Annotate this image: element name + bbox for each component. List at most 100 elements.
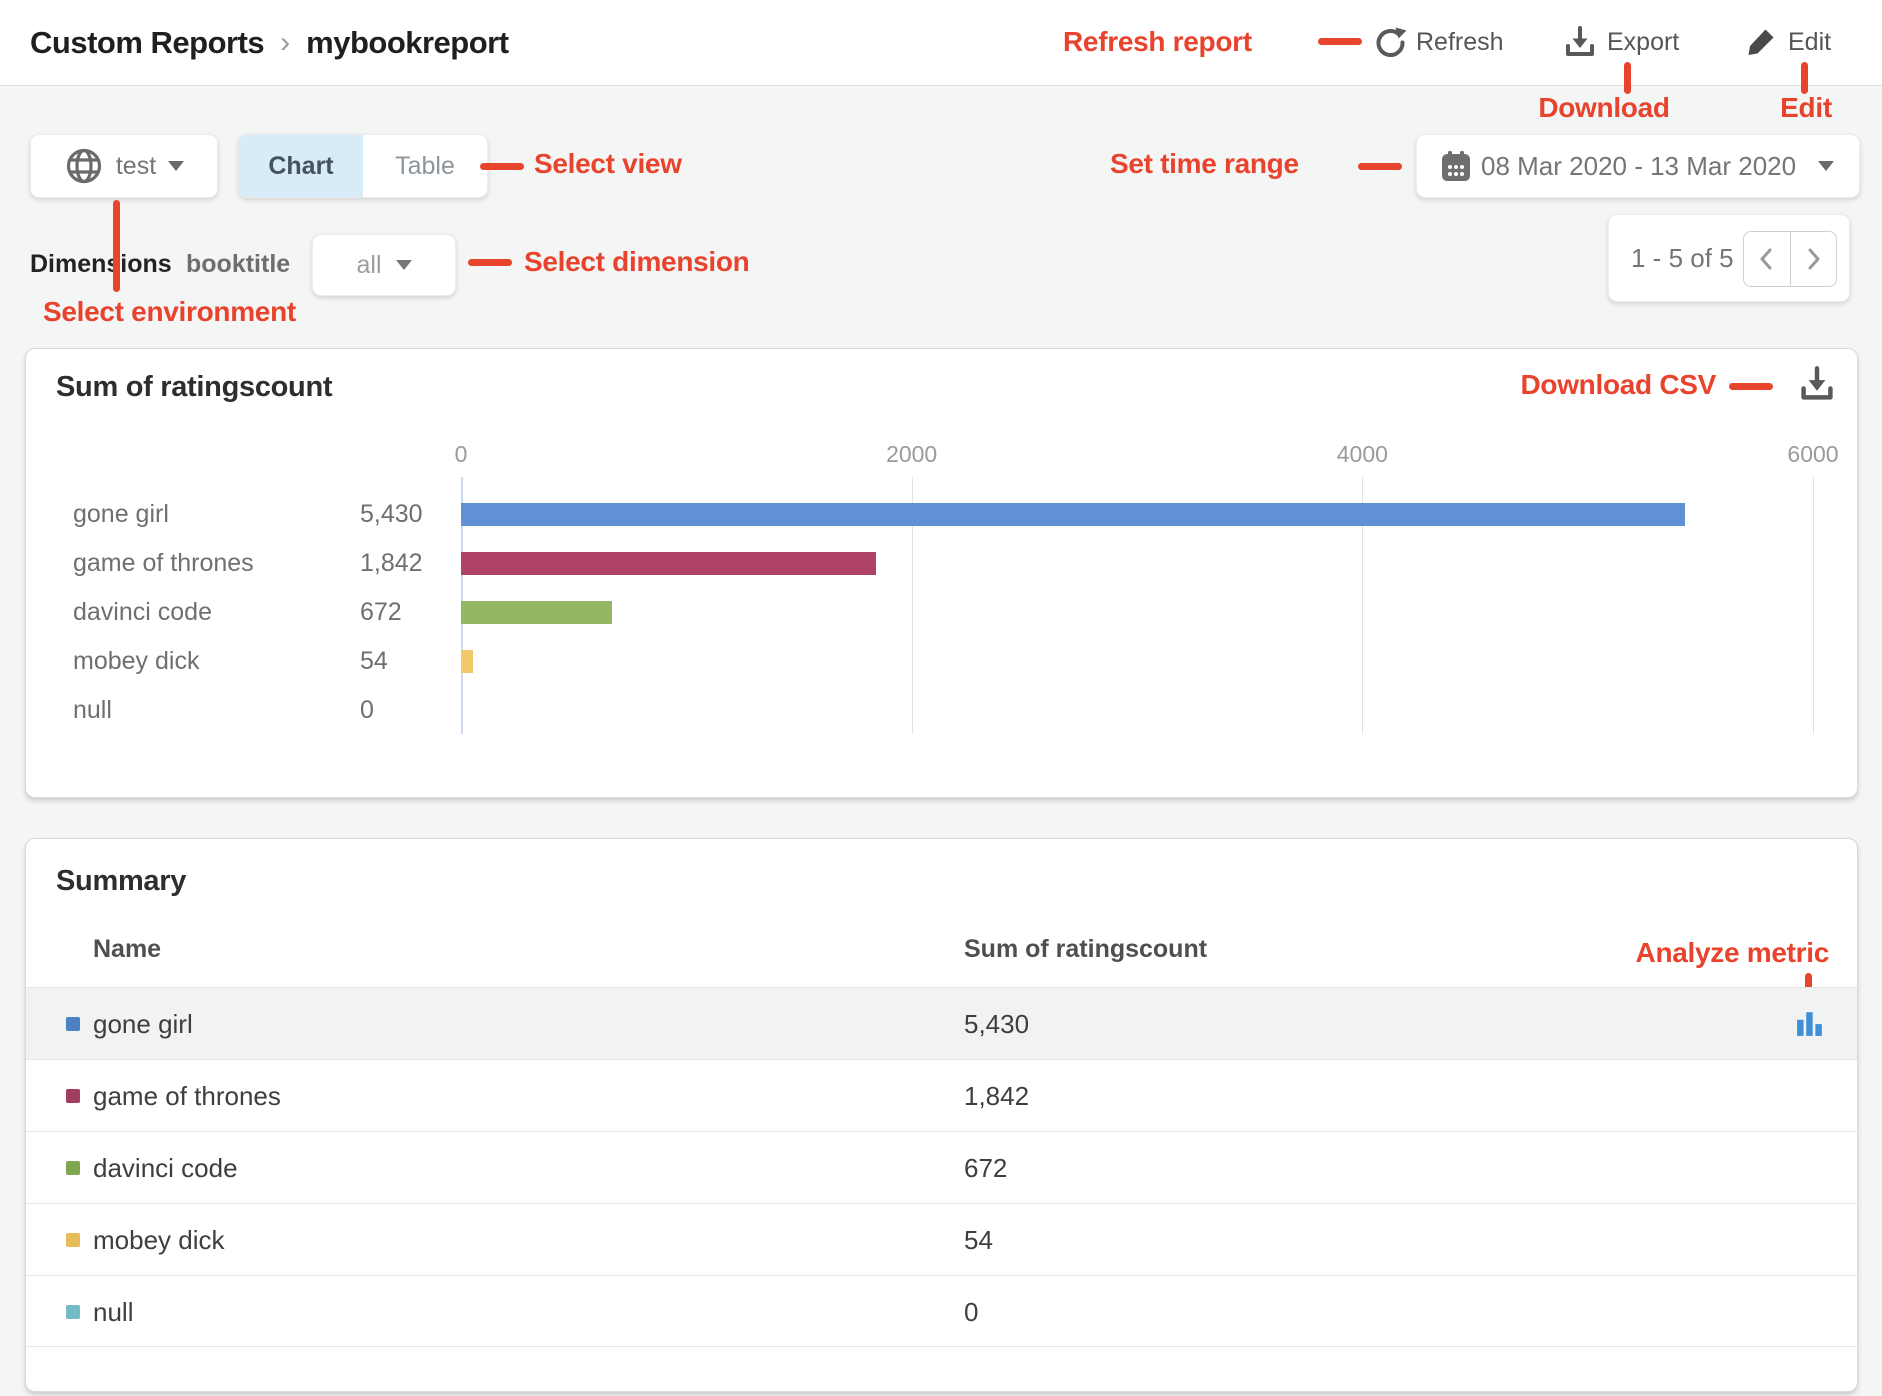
annotation-line-download-csv bbox=[1729, 383, 1773, 390]
chart-value-label: 1,842 bbox=[360, 549, 423, 577]
edit-button[interactable]: Edit bbox=[1788, 28, 1832, 56]
export-button[interactable]: Export bbox=[1607, 28, 1680, 56]
breadcrumb-reports-link[interactable]: Custom Reports bbox=[30, 25, 265, 60]
row-value: 5,430 bbox=[964, 1009, 1030, 1039]
chart-bar bbox=[461, 503, 1685, 526]
pagination: 1 - 5 of 5 bbox=[1608, 214, 1850, 302]
chart-row: davinci code 672 bbox=[26, 588, 1857, 637]
dimension-selected-value: all bbox=[356, 250, 382, 279]
summary-card: Summary Name Sum of ratingscount Analyze… bbox=[25, 838, 1858, 1392]
series-color-swatch bbox=[66, 1017, 80, 1031]
chart-value-label: 672 bbox=[360, 598, 402, 626]
page-title: mybookreport bbox=[306, 25, 509, 60]
annotation-download: Download bbox=[1538, 92, 1670, 123]
date-range-picker[interactable]: 08 Mar 2020 - 13 Mar 2020 bbox=[1416, 134, 1860, 198]
globe-icon bbox=[64, 146, 104, 186]
annotation-line-select-environment bbox=[113, 200, 120, 292]
chart-row: game of thrones 1,842 bbox=[26, 539, 1857, 588]
table-row: mobey dick 54 bbox=[26, 1203, 1857, 1275]
dimensions-label: Dimensions bbox=[30, 250, 172, 278]
x-axis-tick-label: 4000 bbox=[1336, 441, 1388, 467]
annotation-download-csv: Download CSV bbox=[1520, 369, 1716, 400]
environment-value: test bbox=[115, 151, 157, 180]
gridline bbox=[911, 477, 913, 734]
chart-row: gone girl 5,430 bbox=[26, 490, 1857, 539]
column-header-name: Name bbox=[93, 935, 162, 963]
chart-value-label: 54 bbox=[360, 647, 388, 675]
breadcrumb-separator-icon: › bbox=[280, 26, 291, 59]
pencil-icon[interactable] bbox=[1744, 25, 1778, 64]
x-axis-tick-label: 6000 bbox=[1787, 441, 1839, 467]
tab-table[interactable]: Table bbox=[395, 151, 455, 180]
chevron-down-icon bbox=[168, 161, 185, 171]
row-value: 0 bbox=[964, 1297, 979, 1327]
table-row: gone girl 5,430 bbox=[26, 987, 1857, 1059]
breadcrumb: Custom Reports › mybookreport bbox=[30, 0, 509, 86]
dimension-value-dropdown[interactable]: all bbox=[312, 234, 456, 296]
row-name: game of thrones bbox=[93, 1081, 281, 1111]
chevron-down-icon bbox=[395, 260, 412, 270]
row-name: mobey dick bbox=[93, 1225, 225, 1255]
previous-page-button[interactable] bbox=[1744, 232, 1790, 286]
x-axis-tick-label: 2000 bbox=[886, 441, 938, 467]
annotation-set-time-range: Set time range bbox=[1110, 148, 1299, 179]
annotation-line-time-range bbox=[1358, 163, 1402, 170]
summary-table: gone girl 5,430 game of thrones 1,842 davinc… bbox=[26, 987, 1857, 1347]
chevron-down-icon bbox=[1818, 161, 1835, 171]
bar-chart-icon bbox=[1796, 1009, 1826, 1037]
chart-value-label: 5,430 bbox=[360, 500, 423, 528]
environment-dropdown[interactable]: test bbox=[30, 134, 218, 198]
pagination-buttons bbox=[1743, 231, 1837, 287]
view-toggle: Chart Table bbox=[238, 134, 488, 198]
download-icon[interactable] bbox=[1563, 25, 1597, 64]
chart-row: null 0 bbox=[26, 686, 1857, 735]
series-color-swatch bbox=[66, 1233, 80, 1247]
chart-bar bbox=[461, 650, 474, 673]
download-csv-icon[interactable] bbox=[1798, 365, 1836, 408]
chart-rows: gone girl 5,430 game of thrones 1,842 davinc… bbox=[26, 477, 1857, 734]
analyze-metric-button[interactable] bbox=[1796, 1009, 1826, 1039]
annotation-line-download bbox=[1624, 62, 1631, 94]
row-value: 54 bbox=[964, 1225, 993, 1255]
chart-card: Sum of ratingscount Download CSV 0 2000 40… bbox=[25, 348, 1858, 798]
chart-category-label: davinci code bbox=[73, 598, 212, 626]
next-page-button[interactable] bbox=[1789, 232, 1837, 286]
annotation-line-edit bbox=[1801, 62, 1808, 94]
row-name: null bbox=[93, 1297, 134, 1327]
x-axis-tick-label: 0 bbox=[454, 441, 468, 467]
table-row: game of thrones 1,842 bbox=[26, 1059, 1857, 1131]
annotation-analyze-metric: Analyze metric bbox=[1635, 937, 1830, 968]
annotation-line-select-dimension bbox=[468, 259, 512, 266]
tab-chart[interactable]: Chart bbox=[239, 135, 363, 197]
summary-title: Summary bbox=[56, 865, 187, 897]
refresh-icon[interactable] bbox=[1372, 25, 1408, 66]
annotation-select-environment: Select environment bbox=[43, 296, 296, 327]
annotation-line-refresh bbox=[1318, 38, 1362, 45]
chart-category-label: game of thrones bbox=[73, 549, 254, 577]
chart-title: Sum of ratingscount bbox=[56, 371, 333, 403]
chart-bar bbox=[461, 601, 613, 624]
series-color-swatch bbox=[66, 1089, 80, 1103]
chart-row: mobey dick 54 bbox=[26, 637, 1857, 686]
annotation-edit: Edit bbox=[1780, 92, 1832, 123]
annotation-refresh-report: Refresh report bbox=[1063, 26, 1252, 57]
chevron-left-icon bbox=[1756, 246, 1778, 272]
calendar-icon bbox=[1439, 149, 1473, 183]
chart-value-label: 0 bbox=[360, 696, 374, 724]
gridline bbox=[1813, 477, 1814, 734]
refresh-button[interactable]: Refresh bbox=[1416, 28, 1504, 56]
row-name: davinci code bbox=[93, 1153, 238, 1183]
row-value: 672 bbox=[964, 1153, 1008, 1183]
series-color-swatch bbox=[66, 1161, 80, 1175]
row-name: gone girl bbox=[93, 1009, 193, 1039]
dimension-name: booktitle bbox=[186, 250, 291, 278]
annotation-select-view: Select view bbox=[534, 148, 682, 179]
chart-bar bbox=[461, 552, 877, 575]
gridline bbox=[1362, 477, 1364, 734]
table-row: null 0 bbox=[26, 1275, 1857, 1347]
column-header-sum: Sum of ratingscount bbox=[964, 935, 1208, 963]
pagination-range-label: 1 - 5 of 5 bbox=[1631, 242, 1734, 273]
chart-category-label: mobey dick bbox=[73, 647, 200, 675]
annotation-select-dimension: Select dimension bbox=[524, 246, 750, 277]
row-value: 1,842 bbox=[964, 1081, 1030, 1111]
